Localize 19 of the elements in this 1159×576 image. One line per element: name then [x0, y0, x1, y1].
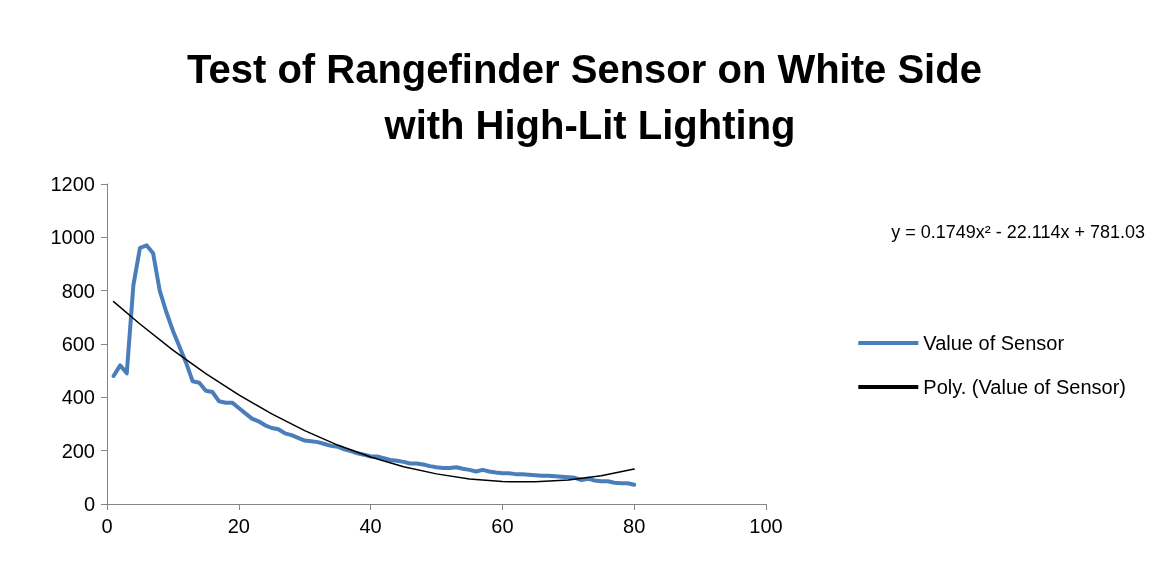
- y-tick-label: 800: [61, 279, 95, 302]
- legend-label: Value of Sensor: [923, 332, 1065, 354]
- y-tick-label: 1200: [50, 173, 95, 195]
- y-tick-label: 0: [83, 493, 95, 515]
- line-series: [111, 243, 637, 487]
- x-tick-label: 60: [491, 515, 514, 537]
- x-tick-label: 100: [749, 515, 783, 537]
- line-series: [112, 300, 635, 483]
- x-tick-label: 20: [227, 515, 250, 537]
- text: y = 0.1749x² - 22.114x + 781.03: [891, 222, 1146, 242]
- chart-title: Test of Rangefinder Sensor on White Side with High-Lit Lighting: [187, 47, 993, 147]
- y-tick-label: 400: [61, 386, 95, 409]
- y-tick-label: 200: [61, 439, 95, 462]
- y-tick-label: 1000: [50, 226, 95, 249]
- x-tick-label: 80: [623, 515, 646, 537]
- x-tick-label: 40: [359, 515, 382, 537]
- legend-label: Poly. (Value of Sensor): [923, 376, 1126, 398]
- y-tick-label: 600: [61, 333, 95, 355]
- x-tick-label: 0: [101, 515, 113, 537]
